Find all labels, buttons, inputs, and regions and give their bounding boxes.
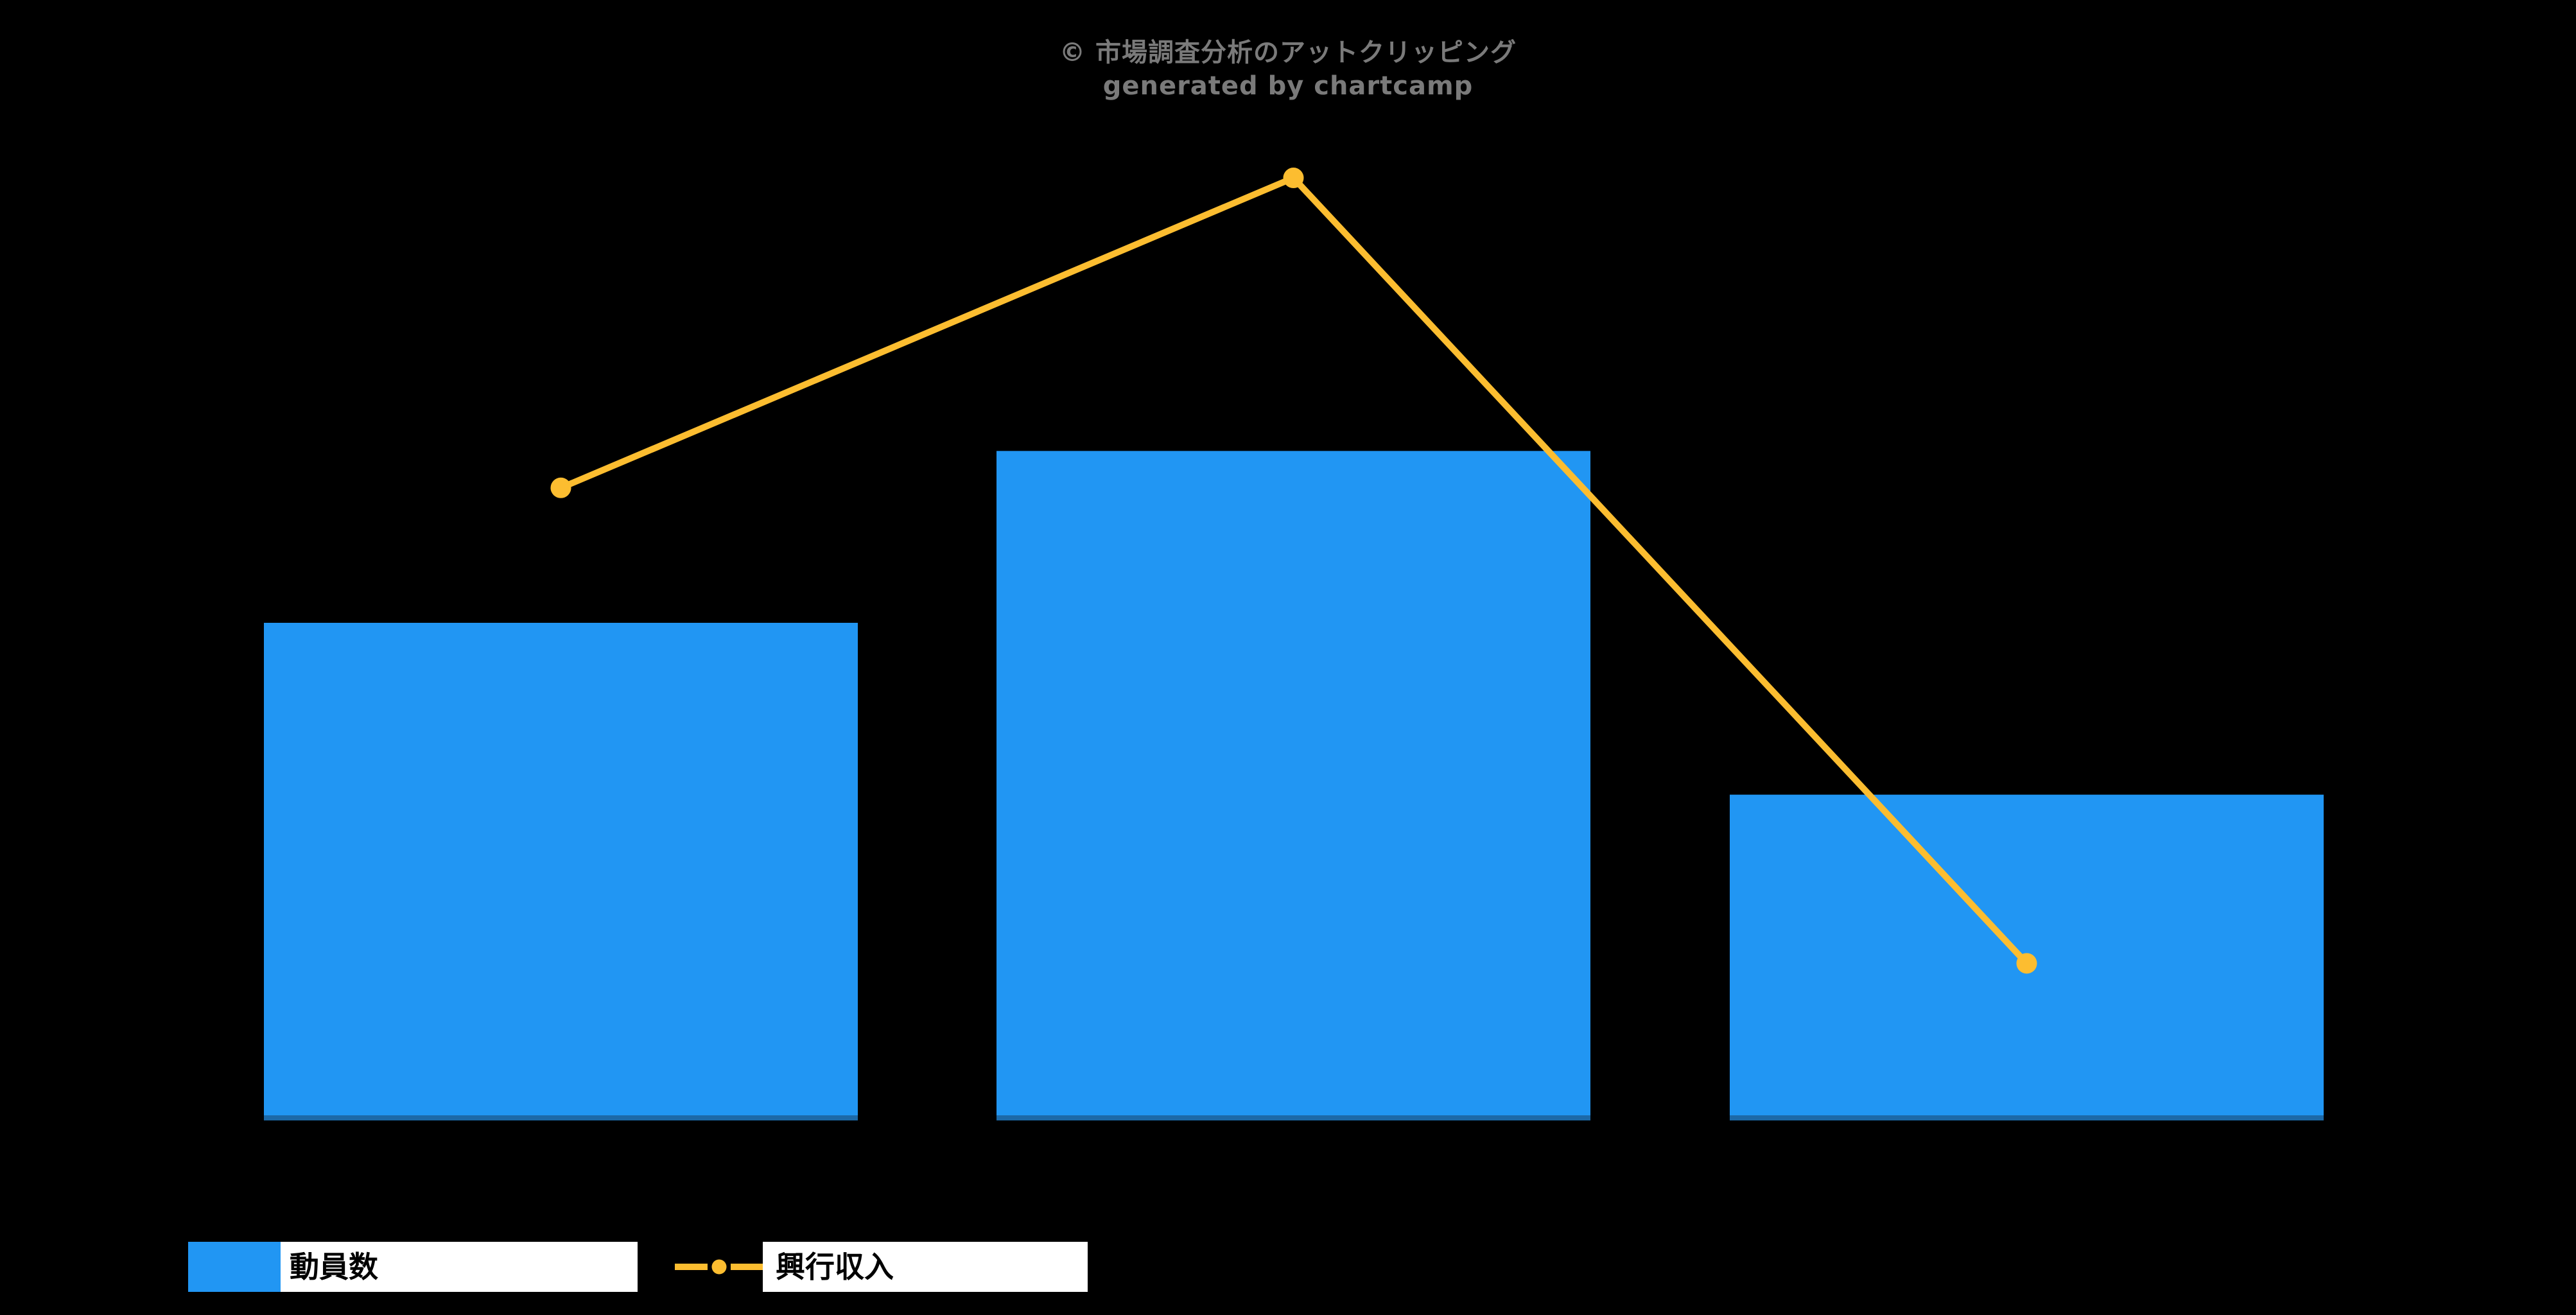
legend: 動員数 興行収入 <box>188 1242 1088 1292</box>
legend-spacer <box>638 1242 675 1292</box>
legend-item-attendance: 動員数 <box>281 1242 638 1292</box>
attendance-bar-base-2 <box>996 1115 1590 1120</box>
legend-marker-dot <box>711 1259 727 1275</box>
bar-series-swatch <box>188 1242 281 1292</box>
legend-marker-dash-left <box>675 1264 708 1270</box>
legend-label-revenue: 興行収入 <box>776 1250 894 1284</box>
attendance-bar-base-3 <box>1730 1115 2324 1120</box>
line-series-marker-icon <box>675 1259 763 1275</box>
watermark-line2: generated by chartcamp <box>1102 71 1474 101</box>
legend-label-attendance: 動員数 <box>290 1250 378 1284</box>
legend-marker-dash-right <box>731 1264 763 1270</box>
watermark: © 市場調査分析のアットクリッピング generated by chartcam… <box>0 36 2576 103</box>
attendance-bar-base-1 <box>264 1115 858 1120</box>
attendance-bar-1 <box>264 622 858 1115</box>
revenue-line-marker-3 <box>2016 953 2037 974</box>
watermark-line1: © 市場調査分析のアットクリッピング <box>1059 38 1517 67</box>
attendance-bar-2 <box>996 451 1590 1115</box>
revenue-line-marker-2 <box>1283 168 1304 189</box>
legend-item-revenue: 興行収入 <box>763 1242 1088 1292</box>
revenue-line-marker-1 <box>550 477 571 498</box>
